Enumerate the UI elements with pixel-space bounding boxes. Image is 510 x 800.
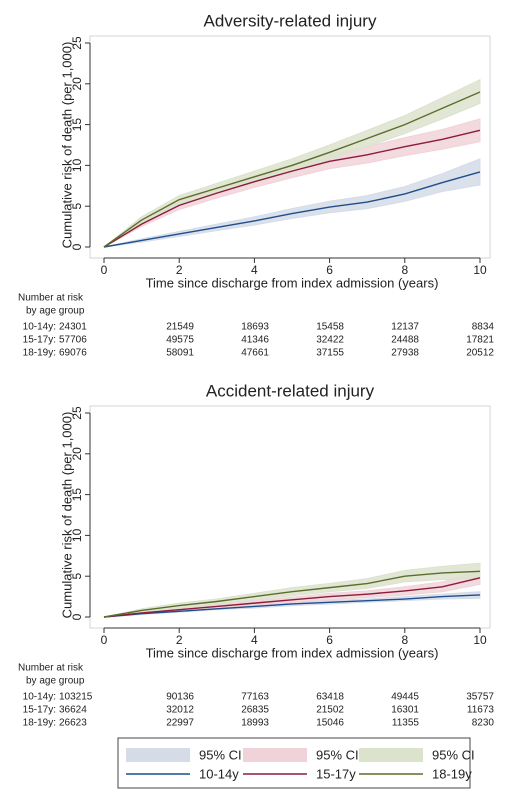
x-tick-label: 8	[401, 633, 408, 647]
risk-value: 16301	[391, 705, 419, 716]
x-tick-label: 2	[176, 633, 183, 647]
x-tick-label: 2	[176, 263, 183, 277]
series-line	[103, 594, 481, 618]
legend-label: 10-14y	[199, 766, 239, 781]
risk-value: 41346	[241, 335, 269, 346]
risk-value: 35757	[466, 692, 494, 703]
risk-value: 58091	[166, 348, 194, 359]
chart-title: Adversity-related injury	[204, 11, 377, 30]
risk-value: 24488	[391, 335, 419, 346]
risk-value: 32422	[316, 335, 344, 346]
legend-label: 15-17y	[316, 766, 356, 781]
series-line	[103, 129, 481, 248]
risk-value: 69076	[59, 348, 87, 359]
y-tick-label: 0	[70, 613, 84, 620]
legend-ci-label: 95% CI	[199, 747, 242, 762]
y-tick-label: 10	[70, 528, 84, 542]
risk-row-label: 15-17y:	[23, 705, 56, 716]
y-tick-label: 25	[70, 406, 84, 420]
x-axis-label: Time since discharge from index admissio…	[146, 645, 439, 660]
x-tick-label: 0	[101, 263, 108, 277]
risk-value: 36624	[59, 705, 87, 716]
risk-table-title: Number at risk	[18, 663, 84, 674]
x-tick-label: 4	[251, 633, 258, 647]
series-line	[103, 91, 481, 248]
y-axis-label: Cumulative risk of death (per 1,000)	[59, 42, 74, 249]
risk-value: 11673	[467, 705, 495, 716]
risk-value: 24301	[59, 322, 87, 333]
series-line	[103, 570, 481, 618]
risk-value: 49575	[166, 335, 194, 346]
y-tick-label: 0	[70, 243, 84, 250]
y-tick-label: 5	[70, 573, 84, 580]
y-tick-label: 20	[70, 77, 84, 91]
risk-value: 15458	[316, 322, 344, 333]
legend-ci-swatch	[243, 748, 307, 762]
risk-value: 103215	[59, 692, 93, 703]
risk-value: 49445	[391, 692, 419, 703]
legend-ci-label: 95% CI	[432, 747, 475, 762]
x-axis-label: Time since discharge from index admissio…	[146, 275, 439, 290]
risk-value: 27938	[391, 348, 419, 359]
risk-value: 18693	[241, 322, 269, 333]
chart-title: Accident-related injury	[206, 381, 375, 400]
risk-value: 90136	[166, 692, 194, 703]
x-tick-label: 8	[401, 263, 408, 277]
risk-value: 26623	[59, 718, 87, 729]
risk-value: 57706	[59, 335, 87, 346]
risk-value: 21502	[316, 705, 344, 716]
risk-row-label: 10-14y:	[23, 322, 56, 333]
risk-row-label: 18-19y:	[23, 718, 56, 729]
risk-row-label: 15-17y:	[23, 335, 56, 346]
risk-table-title: by age group	[26, 306, 85, 317]
risk-value: 22997	[166, 718, 194, 729]
y-axis-label: Cumulative risk of death (per 1,000)	[59, 412, 74, 619]
x-tick-label: 0	[101, 633, 108, 647]
risk-value: 15046	[316, 718, 344, 729]
x-tick-label: 10	[473, 633, 487, 647]
risk-value: 47661	[241, 348, 269, 359]
risk-value: 26835	[241, 705, 269, 716]
series-line	[103, 577, 481, 618]
y-tick-label: 25	[70, 36, 84, 50]
risk-value: 17821	[466, 335, 494, 346]
risk-value: 11355	[392, 718, 420, 729]
risk-table-title: by age group	[26, 676, 85, 687]
risk-value: 18993	[241, 718, 269, 729]
y-tick-label: 10	[70, 158, 84, 172]
legend-label: 18-19y	[432, 766, 472, 781]
risk-value: 77163	[241, 692, 269, 703]
legend-ci-swatch	[359, 748, 423, 762]
y-tick-label: 15	[70, 118, 84, 132]
risk-table-title: Number at risk	[18, 293, 84, 304]
y-tick-label: 5	[70, 203, 84, 210]
legend-ci-swatch	[126, 748, 190, 762]
x-tick-label: 6	[326, 263, 333, 277]
series-line	[103, 171, 481, 248]
risk-value: 12137	[391, 322, 419, 333]
y-tick-label: 15	[70, 488, 84, 502]
risk-value: 20512	[466, 348, 494, 359]
risk-value: 63418	[316, 692, 344, 703]
risk-row-label: 18-19y:	[23, 348, 56, 359]
risk-row-label: 10-14y:	[23, 692, 56, 703]
legend-ci-label: 95% CI	[316, 747, 359, 762]
risk-value: 8834	[472, 322, 495, 333]
x-tick-label: 4	[251, 263, 258, 277]
x-tick-label: 10	[473, 263, 487, 277]
risk-value: 21549	[166, 322, 194, 333]
x-tick-label: 6	[326, 633, 333, 647]
risk-value: 37155	[316, 348, 344, 359]
y-tick-label: 20	[70, 447, 84, 461]
risk-value: 8230	[472, 718, 495, 729]
risk-value: 32012	[166, 705, 194, 716]
legend-box	[117, 737, 471, 789]
